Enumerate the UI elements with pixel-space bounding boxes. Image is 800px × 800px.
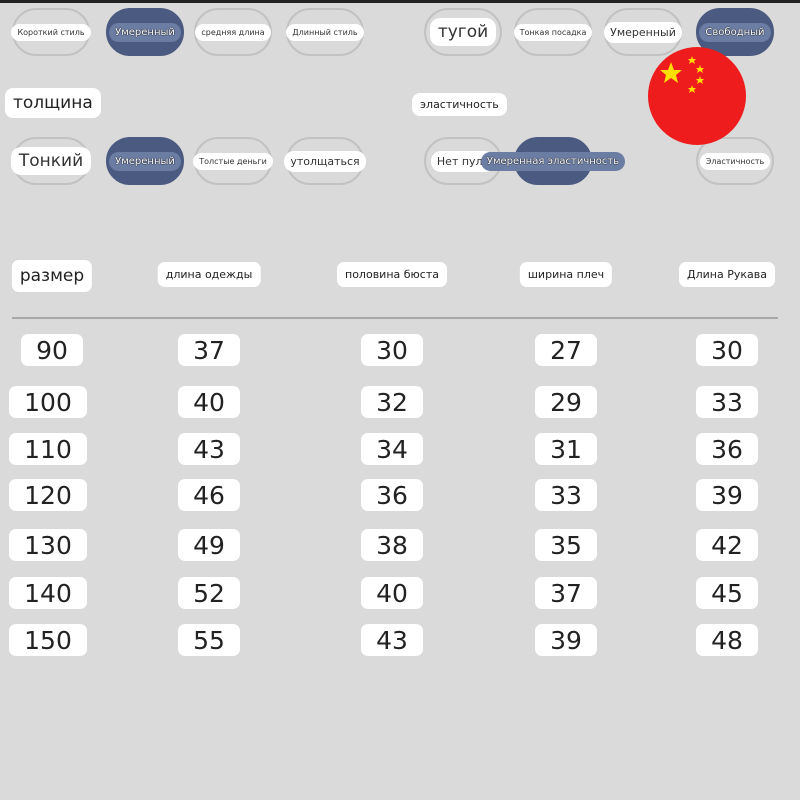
table-cell: 27	[535, 334, 597, 366]
option-label: утолщаться	[284, 150, 366, 172]
top-bar	[0, 0, 800, 3]
option-label: Умеренный	[604, 21, 682, 43]
table-cell: 36	[361, 479, 423, 511]
table-cell: 90	[21, 334, 83, 366]
thickness-option[interactable]: утолщаться	[284, 137, 366, 185]
fit-option[interactable]: Свободный	[696, 8, 774, 56]
option-label: Короткий стиль	[11, 23, 91, 41]
table-cell: 52	[178, 577, 240, 609]
table-cell: 32	[361, 386, 423, 418]
table-cell: 140	[9, 577, 87, 609]
table-cell: 130	[9, 529, 87, 561]
option-label: Нет пуль	[430, 150, 496, 172]
elasticity-option[interactable]: Эластичность	[696, 137, 774, 185]
fit-option[interactable]: Тонкая посадка	[513, 8, 593, 56]
table-cell: 39	[696, 479, 758, 511]
table-cell: 38	[361, 529, 423, 561]
fit-option[interactable]: Умеренный	[604, 8, 682, 56]
option-label: Длинный стиль	[286, 23, 364, 41]
table-cell: 100	[9, 386, 87, 418]
table-cell: 43	[178, 433, 240, 465]
divider	[12, 317, 778, 319]
length-option[interactable]: Длинный стиль	[286, 8, 364, 56]
table-cell: 37	[178, 334, 240, 366]
table-cell: 42	[696, 529, 758, 561]
thickness-option[interactable]: Умеренный	[106, 137, 184, 185]
thickness-label: толщина	[5, 88, 101, 118]
option-label: Умеренный	[109, 151, 181, 171]
table-cell: 39	[535, 624, 597, 656]
option-label: Умеренная эластичность	[480, 151, 626, 171]
option-label: Эластичность	[699, 152, 771, 170]
table-cell: 55	[178, 624, 240, 656]
column-header: длина одежды	[157, 262, 261, 287]
table-cell: 31	[535, 433, 597, 465]
table-cell: 49	[178, 529, 240, 561]
table-cell: 33	[535, 479, 597, 511]
table-cell: 33	[696, 386, 758, 418]
option-label: Свободный	[699, 22, 771, 42]
option-label: тугой	[429, 18, 497, 46]
option-label: Толстые деньги	[193, 152, 273, 170]
table-cell: 150	[9, 624, 87, 656]
table-cell: 46	[178, 479, 240, 511]
thickness-option[interactable]: Тонкий	[10, 137, 92, 185]
column-header: ширина плеч	[519, 262, 613, 287]
table-cell: 34	[361, 433, 423, 465]
china-flag-icon	[648, 47, 746, 145]
table-cell: 110	[9, 433, 87, 465]
table-cell: 30	[361, 334, 423, 366]
option-label: Тонкая посадка	[513, 23, 593, 41]
elasticity-label: эластичность	[412, 93, 507, 116]
option-label: средняя длина	[195, 23, 271, 41]
length-option[interactable]: средняя длина	[194, 8, 272, 56]
table-cell: 43	[361, 624, 423, 656]
fit-option[interactable]: тугой	[424, 8, 502, 56]
table-cell: 120	[9, 479, 87, 511]
length-option[interactable]: Короткий стиль	[11, 8, 91, 56]
table-cell: 29	[535, 386, 597, 418]
column-header: размер	[11, 260, 93, 292]
table-cell: 48	[696, 624, 758, 656]
column-header: половина бюста	[337, 262, 447, 287]
option-label: Тонкий	[10, 147, 92, 175]
table-cell: 37	[535, 577, 597, 609]
elasticity-option[interactable]: Умеренная эластичность	[480, 137, 626, 185]
table-cell: 45	[696, 577, 758, 609]
length-option[interactable]: Умеренный	[106, 8, 184, 56]
table-cell: 40	[361, 577, 423, 609]
column-header: Длина Рукава	[679, 262, 775, 287]
table-cell: 36	[696, 433, 758, 465]
table-cell: 30	[696, 334, 758, 366]
option-label: Умеренный	[109, 22, 181, 42]
table-cell: 40	[178, 386, 240, 418]
thickness-option[interactable]: Толстые деньги	[193, 137, 273, 185]
table-cell: 35	[535, 529, 597, 561]
